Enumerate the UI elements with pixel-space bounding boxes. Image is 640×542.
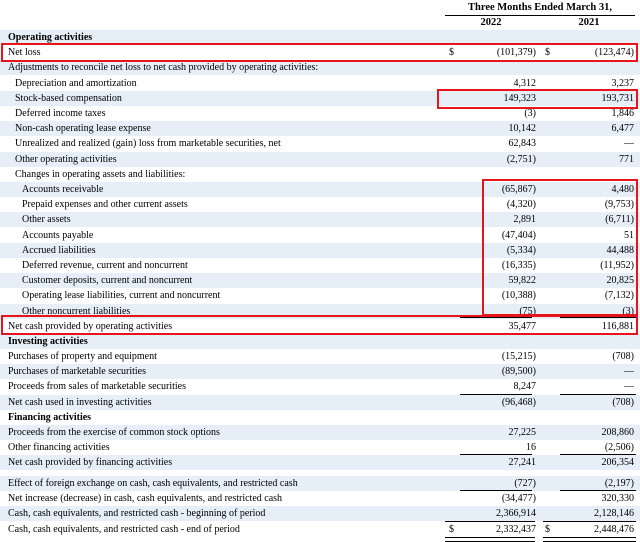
period-header: Three Months Ended March 31, xyxy=(468,2,612,13)
row-customer-deposits: Customer deposits, current and noncurren… xyxy=(0,273,640,289)
row-cash-beginning: Cash, cash equivalents, and restricted c… xyxy=(0,506,640,522)
row-stock-based-compensation: Stock-based compensation 149,323 193,731 xyxy=(0,90,640,106)
section-investing-activities: Investing activities xyxy=(0,333,640,349)
highlight-working-capital-changes xyxy=(482,179,638,316)
row-other-assets: Other assets 2,891 (6,711) xyxy=(0,212,640,228)
financing-total-rule-col1 xyxy=(460,454,532,455)
section-operating-activities: Operating activities xyxy=(0,30,640,46)
row-accounts-receivable: Accounts receivable (65,867) 4,480 xyxy=(0,181,640,197)
ending-rule-col2 xyxy=(543,520,636,522)
row-proceeds-stock-options: Proceeds from the exercise of common sto… xyxy=(0,425,640,441)
row-other-operating: Other operating activities (2,751) 771 xyxy=(0,151,640,167)
row-changes-heading: Changes in operating assets and liabilit… xyxy=(15,168,186,180)
row-net-cash-operating: Net cash provided by operating activitie… xyxy=(8,320,634,332)
row-net-loss: Net loss $ (101,379) $ (123,474) xyxy=(8,47,634,58)
net-change-rule-col2 xyxy=(560,490,636,491)
row-net-cash-financing: Net cash provided by financing activitie… xyxy=(0,455,640,471)
row-accounts-payable: Accounts payable (47,404) 51 xyxy=(22,229,634,241)
row-fx-effect: Effect of foreign exchange on cash, cash… xyxy=(0,476,640,492)
row-purchases-marketable-securities: Purchases of marketable securities (89,5… xyxy=(0,364,640,380)
row-deferred-revenue: Deferred revenue, current and noncurrent… xyxy=(22,260,634,271)
row-adjustments-heading: Adjustments to reconcile net loss to net… xyxy=(0,60,640,76)
year-2022-header: 2022 xyxy=(480,17,502,28)
ending-rule-col1 xyxy=(445,520,535,522)
period-header-rule xyxy=(445,15,635,16)
row-prepaid-expenses: Prepaid expenses and other current asset… xyxy=(22,199,634,210)
row-other-financing: Other financing activities 16 (2,506) xyxy=(8,442,634,453)
row-deferred-income-taxes: Deferred income taxes (3) 1,846 xyxy=(15,107,634,119)
section-financing-activities: Financing activities xyxy=(8,411,92,423)
row-other-noncurrent-liabilities: Other noncurrent liabilities (75) (3) xyxy=(0,303,640,319)
subtotal-rule-col1 xyxy=(460,317,532,318)
financing-total-rule-col2 xyxy=(560,454,636,455)
net-change-rule-col1 xyxy=(460,490,532,491)
row-operating-lease-liabilities: Operating lease liabilities, current and… xyxy=(22,290,634,301)
subtotal-rule-col2 xyxy=(560,317,636,318)
highlight-net-cash-operating xyxy=(1,315,638,335)
row-net-cash-investing: Net cash used in investing activities (9… xyxy=(0,394,640,410)
row-accrued-liabilities: Accrued liabilities (5,334) 44,488 xyxy=(0,242,640,258)
row-purchases-property: Purchases of property and equipment (15,… xyxy=(8,351,634,362)
ending-double-rule-col1 xyxy=(445,537,535,542)
year-2021-header: 2021 xyxy=(578,17,600,28)
row-unrealized-gain-loss: Unrealized and realized (gain) loss from… xyxy=(15,138,634,149)
investing-total-rule-col2 xyxy=(560,393,636,395)
row-depreciation: Depreciation and amortization 4,312 3,23… xyxy=(15,77,634,89)
investing-total-rule-col1 xyxy=(460,393,532,395)
row-noncash-lease-expense: Non-cash operating lease expense 10,142 … xyxy=(0,121,640,137)
ending-double-rule-col2 xyxy=(543,537,636,542)
row-net-increase-decrease: Net increase (decrease) in cash, cash eq… xyxy=(8,493,634,504)
row-cash-ending: Cash, cash equivalents, and restricted c… xyxy=(8,523,634,535)
highlight-stock-based-compensation xyxy=(437,89,638,109)
highlight-net-loss xyxy=(1,43,638,62)
row-proceeds-marketable-securities: Proceeds from sales of marketable securi… xyxy=(8,381,634,392)
